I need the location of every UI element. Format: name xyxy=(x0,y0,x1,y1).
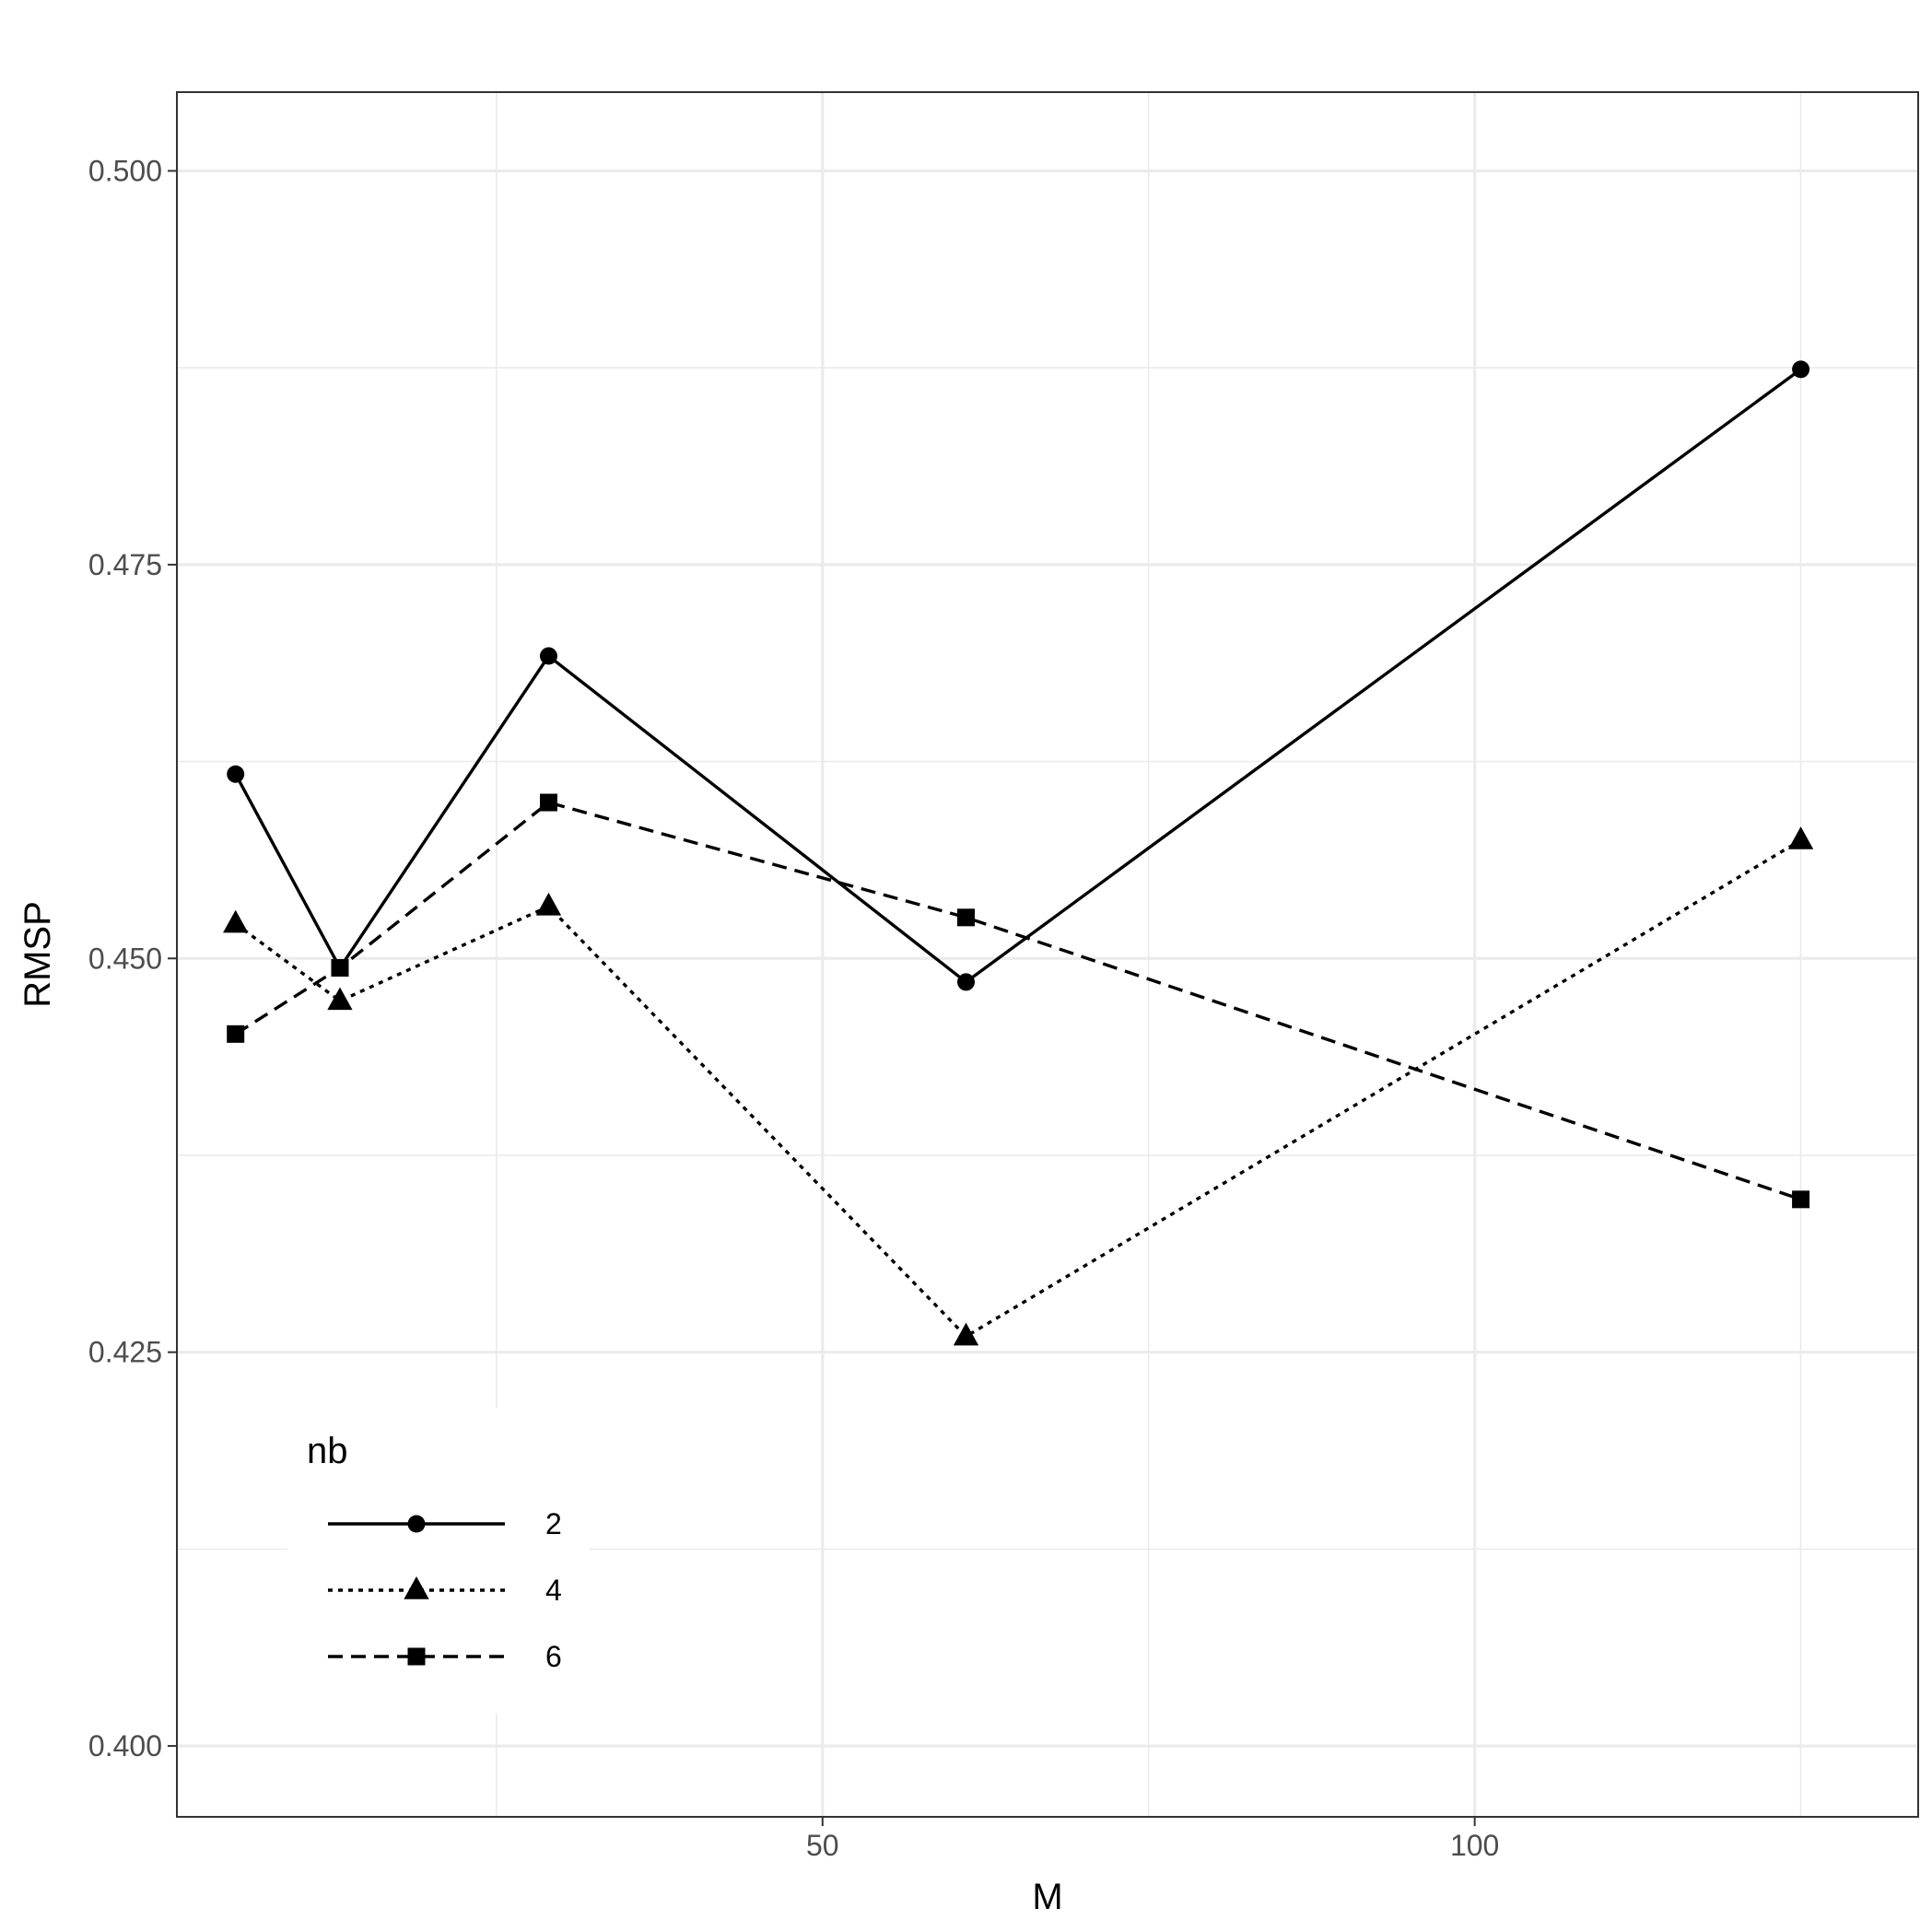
legend-label: 4 xyxy=(545,1574,562,1607)
series-4-point xyxy=(953,1322,979,1346)
legend-key-marker xyxy=(404,1576,429,1599)
series-4-point xyxy=(223,909,249,933)
series-6-line xyxy=(234,801,1802,1201)
legend-key-marker xyxy=(407,1647,426,1666)
y-axis-title: RMSP xyxy=(18,901,58,1008)
series-2-point xyxy=(957,973,976,991)
legend-key-6: 6 xyxy=(328,1640,562,1673)
y-axis: 0.400 0.425 0.450 0.475 0.500 xyxy=(88,154,177,1762)
series-layer xyxy=(223,360,1814,1346)
series-6-point xyxy=(1792,1190,1810,1209)
legend-keys: 2 4 6 xyxy=(328,1507,562,1673)
series-6 xyxy=(227,793,1810,1209)
y-tick-label: 0.450 xyxy=(88,942,162,975)
series-2-point xyxy=(539,647,557,665)
x-axis: 50 100 xyxy=(806,1817,1499,1862)
y-tick-label: 0.500 xyxy=(88,154,162,187)
series-4 xyxy=(223,826,1814,1346)
legend-title: nb xyxy=(307,1431,348,1471)
panel-border xyxy=(176,91,1919,1818)
y-tick-label: 0.475 xyxy=(88,548,162,581)
x-tick-label: 50 xyxy=(806,1829,839,1862)
legend-key-marker xyxy=(407,1515,426,1533)
series-2-point xyxy=(227,765,245,783)
series-4-point xyxy=(1787,826,1814,849)
series-6-point xyxy=(539,793,557,812)
legend-label: 6 xyxy=(545,1640,562,1673)
y-tick-label: 0.400 xyxy=(88,1729,162,1762)
series-6-point xyxy=(227,1025,245,1043)
series-4-point xyxy=(327,987,353,1011)
legend-label: 2 xyxy=(545,1507,562,1540)
legend-background xyxy=(287,1408,590,1714)
series-6-point xyxy=(331,959,349,978)
x-axis-title: M xyxy=(1032,1877,1062,1917)
legend-key-4: 4 xyxy=(328,1574,562,1607)
legend-key-2: 2 xyxy=(328,1507,562,1540)
series-2-point xyxy=(1792,360,1810,379)
series-4-point xyxy=(535,892,562,916)
grid-major xyxy=(177,92,1918,1817)
series-6-point xyxy=(957,908,976,927)
x-tick-label: 100 xyxy=(1450,1829,1499,1862)
legend: nb 2 4 6 xyxy=(287,1408,590,1714)
y-tick-label: 0.425 xyxy=(88,1336,162,1369)
